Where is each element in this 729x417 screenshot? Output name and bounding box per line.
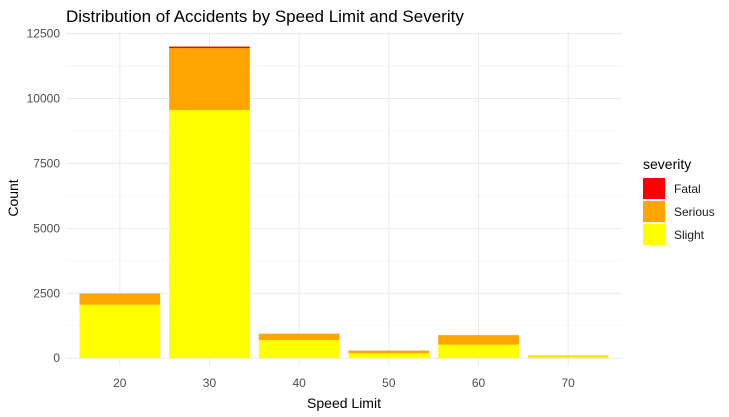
y-tick-label: 0 — [53, 351, 60, 365]
x-tick-label: 40 — [292, 376, 306, 390]
bar-serious-20 — [79, 293, 161, 305]
chart-title: Distribution of Accidents by Speed Limit… — [66, 7, 464, 26]
bar-serious-30 — [169, 48, 250, 110]
bar-slight-40 — [258, 340, 340, 359]
legend-title: severity — [643, 156, 691, 172]
legend-swatch-fatal — [643, 178, 665, 199]
legend-label-slight: Slight — [674, 228, 705, 242]
x-tick-label: 60 — [472, 376, 486, 390]
bar-serious-70 — [527, 355, 609, 357]
bar-slight-60 — [438, 344, 519, 359]
bar-slight-30 — [169, 109, 250, 359]
y-tick-label: 10000 — [27, 92, 61, 106]
y-tick-label: 12500 — [27, 27, 61, 41]
bar-slight-20 — [79, 304, 161, 359]
bar-serious-60 — [438, 335, 519, 345]
x-tick-label: 50 — [382, 376, 396, 390]
legend-label-serious: Serious — [674, 205, 715, 219]
x-tick-label: 30 — [203, 376, 217, 390]
x-tick-label: 20 — [113, 376, 127, 390]
legend-swatch-serious — [643, 201, 665, 222]
x-axis-ticks: 20 30 40 50 60 70 — [113, 376, 575, 390]
bar-serious-50 — [348, 350, 430, 354]
bar-slight-50 — [348, 353, 430, 359]
y-axis-title: Count — [5, 179, 21, 216]
legend: severity Fatal Serious Slight — [643, 156, 715, 245]
y-axis-ticks: 0 2500 5000 7500 10000 12500 — [27, 27, 61, 366]
bar-slight-70 — [527, 356, 609, 359]
x-axis-title: Speed Limit — [307, 395, 381, 411]
bar-fatal-30 — [169, 46, 250, 49]
y-tick-label: 2500 — [33, 286, 60, 300]
bars — [79, 46, 609, 359]
legend-label-fatal: Fatal — [674, 182, 701, 196]
bar-serious-40 — [258, 334, 340, 341]
y-tick-label: 5000 — [33, 221, 60, 235]
x-tick-label: 70 — [562, 376, 576, 390]
legend-swatch-slight — [643, 224, 665, 245]
y-tick-label: 7500 — [33, 156, 60, 170]
